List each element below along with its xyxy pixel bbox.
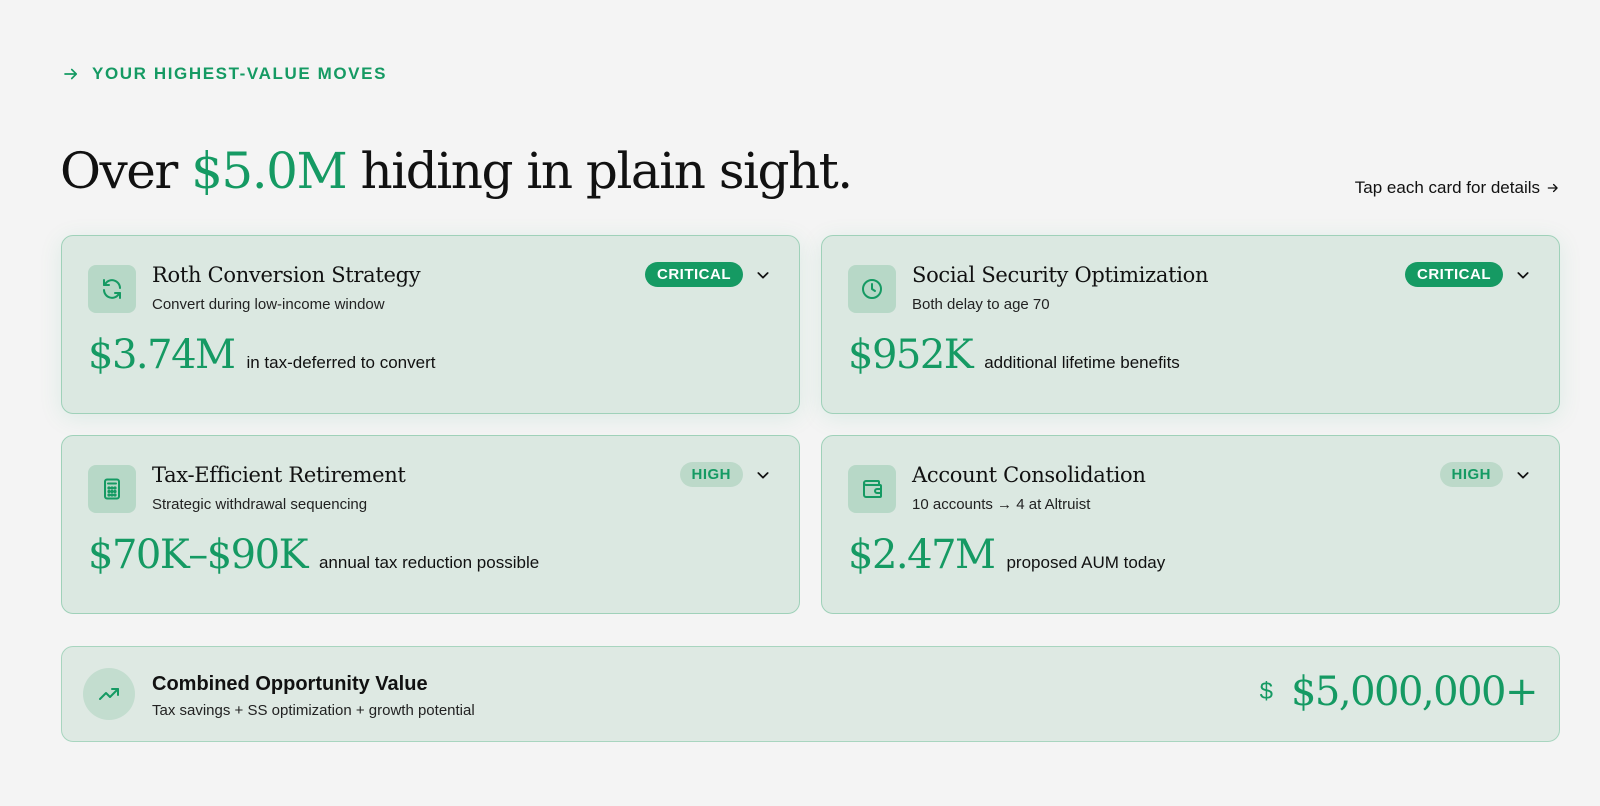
card-icon-container (848, 265, 896, 313)
card-subtitle: Strategic withdrawal sequencing (152, 496, 368, 513)
card-metric: $952K additional lifetime benefits (848, 332, 1180, 378)
metric-value: $952K (848, 332, 974, 378)
card-title: Tax-Efficient Retirement (152, 463, 406, 487)
metric-label: in tax-deferred to convert (246, 353, 436, 372)
card-metric: $2.47M proposed AUM today (848, 532, 1165, 578)
trending-up-icon (99, 688, 119, 700)
priority-badge: CRITICAL (1405, 262, 1503, 287)
calculator-icon (104, 478, 120, 500)
card-tax-efficient-retirement[interactable]: Tax-Efficient Retirement Strategic withd… (61, 435, 800, 614)
summary-value: $5,000,000+ (1290, 669, 1539, 715)
card-subtitle: Convert during low-income window (152, 296, 385, 313)
card-title: Social Security Optimization (912, 263, 1209, 287)
card-metric: $3.74M in tax-deferred to convert (88, 332, 435, 378)
chevron-down-icon[interactable] (1515, 467, 1531, 483)
card-icon-container (88, 265, 136, 313)
metric-label: proposed AUM today (1006, 553, 1166, 572)
headline-suffix: hiding in plain sight. (346, 142, 854, 200)
summary-title: Combined Opportunity Value (152, 673, 428, 695)
metric-value: $3.74M (88, 332, 236, 378)
dollar-icon: $ (1259, 678, 1273, 705)
tap-hint: Tap each card for details (1355, 178, 1560, 198)
headline-prefix: Over (60, 142, 192, 200)
card-icon-container (848, 465, 896, 513)
priority-badge: HIGH (679, 462, 743, 487)
chevron-down-icon[interactable] (755, 267, 771, 283)
metric-value: $2.47M (848, 532, 996, 578)
priority-badge: CRITICAL (645, 262, 743, 287)
eyebrow-label: YOUR HIGHEST-VALUE MOVES (92, 64, 388, 83)
priority-badge: HIGH (1439, 462, 1503, 487)
headline-accent: $5.0M (191, 142, 348, 200)
refresh-icon (103, 279, 121, 299)
wallet-icon (863, 480, 882, 498)
combined-opportunity-summary: Combined Opportunity Value Tax savings +… (61, 646, 1560, 742)
chevron-down-icon[interactable] (755, 467, 771, 483)
metric-label: annual tax reduction possible (318, 553, 540, 572)
card-subtitle: 10 accounts → 4 at Altruist (912, 496, 1091, 513)
card-roth-conversion[interactable]: Roth Conversion Strategy Convert during … (61, 235, 800, 414)
metric-value: $70K–$90K (88, 532, 308, 578)
summary-value-group: $ $5,000,000+ (1259, 669, 1539, 715)
tap-hint-label: Tap each card for details (1354, 178, 1540, 197)
card-title: Roth Conversion Strategy (152, 263, 421, 287)
summary-subtitle: Tax savings + SS optimization + growth p… (152, 702, 475, 719)
card-account-consolidation[interactable]: Account Consolidation 10 accounts → 4 at… (821, 435, 1560, 614)
summary-icon-container (83, 668, 135, 720)
arrow-right-icon (64, 68, 78, 80)
section-eyebrow: YOUR HIGHEST-VALUE MOVES (62, 64, 387, 84)
arrow-right-icon (1547, 183, 1558, 193)
card-subtitle: Both delay to age 70 (912, 296, 1050, 313)
card-icon-container (88, 465, 136, 513)
page-headline: Over $5.0M hiding in plain sight. (60, 142, 854, 200)
card-metric: $70K–$90K annual tax reduction possible (88, 532, 539, 578)
card-title: Account Consolidation (912, 463, 1146, 487)
chevron-down-icon[interactable] (1515, 267, 1531, 283)
card-social-security[interactable]: Social Security Optimization Both delay … (821, 235, 1560, 414)
metric-label: additional lifetime benefits (984, 353, 1180, 372)
clock-icon (862, 279, 882, 299)
